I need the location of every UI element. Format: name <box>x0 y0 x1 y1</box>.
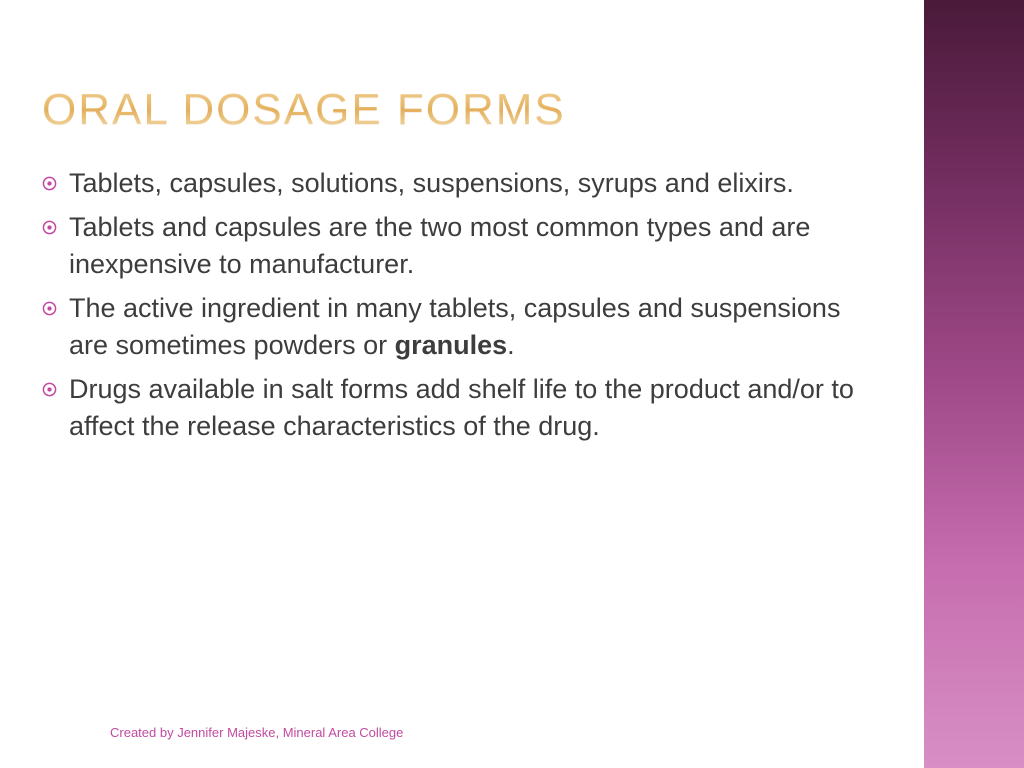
bullet-icon <box>42 301 57 316</box>
bullet-text: The active ingredient in many tablets, c… <box>69 290 882 363</box>
bullet-icon <box>42 220 57 235</box>
list-item: Tablets and capsules are the two most co… <box>42 209 882 282</box>
accent-bar <box>924 0 1024 768</box>
bullet-text: Tablets and capsules are the two most co… <box>69 209 882 282</box>
list-item: The active ingredient in many tablets, c… <box>42 290 882 363</box>
bullet-pre: Tablets, capsules, solutions, suspension… <box>69 168 794 198</box>
bullet-icon <box>42 382 57 397</box>
bullet-post: . <box>507 330 515 360</box>
footer-credit: Created by Jennifer Majeske, Mineral Are… <box>110 725 403 740</box>
bullet-bold: granules <box>395 330 508 360</box>
list-item: Tablets, capsules, solutions, suspension… <box>42 165 882 201</box>
list-item: Drugs available in salt forms add shelf … <box>42 371 882 444</box>
bullet-text: Tablets, capsules, solutions, suspension… <box>69 165 882 201</box>
slide-title: ORAL DOSAGE FORMS <box>42 85 566 135</box>
bullet-text: Drugs available in salt forms add shelf … <box>69 371 882 444</box>
slide: ORAL DOSAGE FORMS Tablets, capsules, sol… <box>0 0 1024 768</box>
bullet-pre: Drugs available in salt forms add shelf … <box>69 374 854 440</box>
bullet-icon <box>42 176 57 191</box>
bullet-list: Tablets, capsules, solutions, suspension… <box>42 165 882 452</box>
bullet-pre: Tablets and capsules are the two most co… <box>69 212 810 278</box>
